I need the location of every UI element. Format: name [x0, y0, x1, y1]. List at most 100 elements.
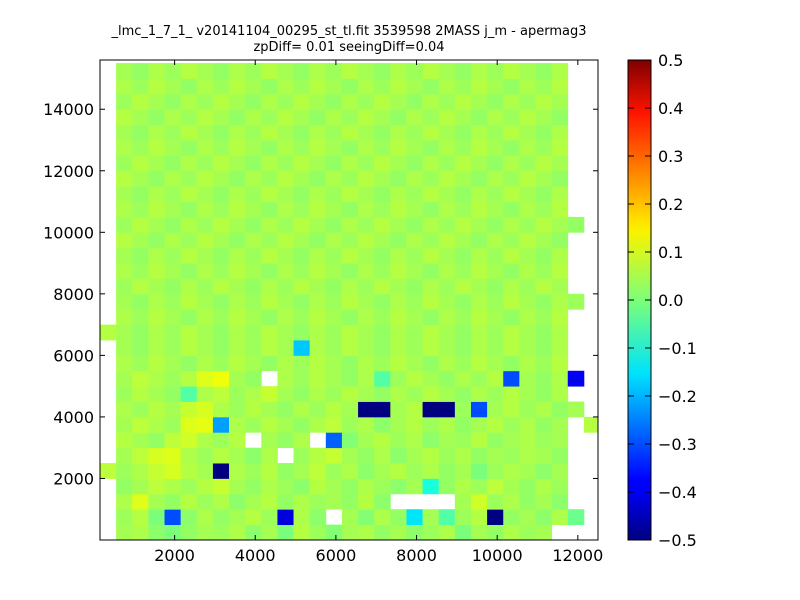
heatmap-cell	[132, 216, 149, 233]
heatmap-cell	[358, 386, 375, 402]
heatmap-cell	[454, 401, 472, 418]
heatmap-cell	[100, 324, 117, 341]
heatmap-cell	[229, 401, 246, 418]
heatmap-cell	[180, 63, 198, 79]
heatmap-cell	[164, 386, 182, 402]
heatmap-cell	[293, 524, 311, 541]
heatmap-cell	[390, 324, 407, 341]
heatmap-cell	[212, 170, 230, 187]
heatmap-cell	[358, 186, 375, 202]
heatmap-cell	[470, 524, 488, 541]
heatmap-cell	[535, 124, 553, 141]
heatmap-cell	[293, 509, 311, 526]
heatmap-cell	[470, 232, 488, 249]
heatmap-cell	[245, 78, 262, 95]
colorbar-axis: 0.5 0.4 0.3 0.2 0.1 0.0 −0.1 −0.2 −0.3 −0.4 −0.5	[628, 51, 697, 550]
heatmap-cell	[390, 370, 407, 387]
heatmap-cell	[196, 247, 214, 264]
heatmap-cell	[229, 278, 246, 295]
heatmap-cell	[148, 247, 165, 264]
heatmap-cell	[406, 355, 423, 372]
colorbar-tick-label: 0.5	[658, 51, 683, 70]
heatmap-cell	[196, 524, 214, 541]
heatmap-cell	[503, 247, 520, 264]
heatmap-cell	[164, 140, 182, 156]
heatmap-cell	[116, 155, 133, 172]
heatmap-cell	[390, 463, 407, 479]
heatmap-cell	[390, 155, 407, 172]
heatmap-cell	[454, 109, 472, 126]
heatmap-cell	[261, 340, 278, 356]
heatmap-cell	[116, 478, 133, 495]
heatmap-cell	[261, 278, 278, 295]
heatmap-cell	[519, 478, 536, 495]
heatmap-cell	[245, 263, 262, 279]
heatmap-cell	[132, 140, 149, 156]
heatmap-cell	[438, 170, 456, 187]
heatmap-cell	[487, 324, 504, 341]
heatmap-cell	[132, 124, 149, 141]
heatmap-cell	[535, 78, 553, 95]
heatmap-cell	[341, 416, 359, 433]
heatmap-cell	[293, 216, 311, 233]
heatmap-cell	[358, 447, 375, 464]
heatmap-cell	[277, 263, 294, 279]
heatmap-cell	[374, 370, 391, 387]
heatmap-cell	[277, 416, 294, 433]
heatmap-cell	[212, 324, 230, 341]
heatmap-cell	[293, 401, 311, 418]
heatmap-cell	[245, 170, 262, 187]
heatmap-cell	[551, 370, 569, 387]
heatmap-cell	[148, 170, 165, 187]
heatmap-cell	[116, 309, 133, 326]
heatmap-cell	[325, 201, 343, 218]
heatmap-cell	[132, 447, 149, 464]
heatmap-cell	[261, 324, 278, 341]
heatmap-cell	[390, 309, 407, 326]
heatmap-cell	[390, 278, 407, 295]
heatmap-cell	[535, 201, 553, 218]
colorbar-tick-label: 0.2	[658, 195, 683, 214]
heatmap-cell	[261, 355, 278, 372]
heatmap-cell	[212, 78, 230, 95]
heatmap-cell	[309, 186, 327, 202]
heatmap-cell	[212, 109, 230, 126]
heatmap-cell	[196, 186, 214, 202]
heatmap-cell	[132, 463, 149, 479]
heatmap-cell	[325, 293, 343, 310]
heatmap-cell	[261, 401, 278, 418]
heatmap-cell	[487, 509, 504, 526]
heatmap-cell	[261, 78, 278, 95]
heatmap-cell	[438, 109, 456, 126]
heatmap-cell	[116, 463, 133, 479]
heatmap-cell	[567, 370, 585, 387]
heatmap-cell	[390, 232, 407, 249]
heatmap-cell	[358, 93, 375, 110]
heatmap-cell	[406, 524, 423, 541]
heatmap-cell	[358, 63, 375, 79]
heatmap-cell	[341, 309, 359, 326]
heatmap-cell	[277, 278, 294, 295]
heatmap-cell	[503, 386, 520, 402]
heatmap-cell	[374, 63, 391, 79]
heatmap-cell	[148, 278, 165, 295]
heatmap-cell	[390, 140, 407, 156]
heatmap-cell	[470, 263, 488, 279]
heatmap-cell	[535, 247, 553, 264]
heatmap-cell	[374, 155, 391, 172]
heatmap-cell	[325, 463, 343, 479]
heatmap-cell	[132, 324, 149, 341]
heatmap-cell	[519, 263, 536, 279]
heatmap-cell	[180, 524, 198, 541]
heatmap-cell	[164, 463, 182, 479]
heatmap-cell	[470, 170, 488, 187]
heatmap-cell	[406, 93, 423, 110]
heatmap-cell	[470, 355, 488, 372]
heatmap-cell	[454, 324, 472, 341]
heatmap-cell	[438, 140, 456, 156]
heatmap-cell	[567, 401, 585, 418]
heatmap-cell	[116, 509, 133, 526]
heatmap-cell	[422, 355, 440, 372]
heatmap-cell	[325, 416, 343, 433]
heatmap-cell	[277, 78, 294, 95]
